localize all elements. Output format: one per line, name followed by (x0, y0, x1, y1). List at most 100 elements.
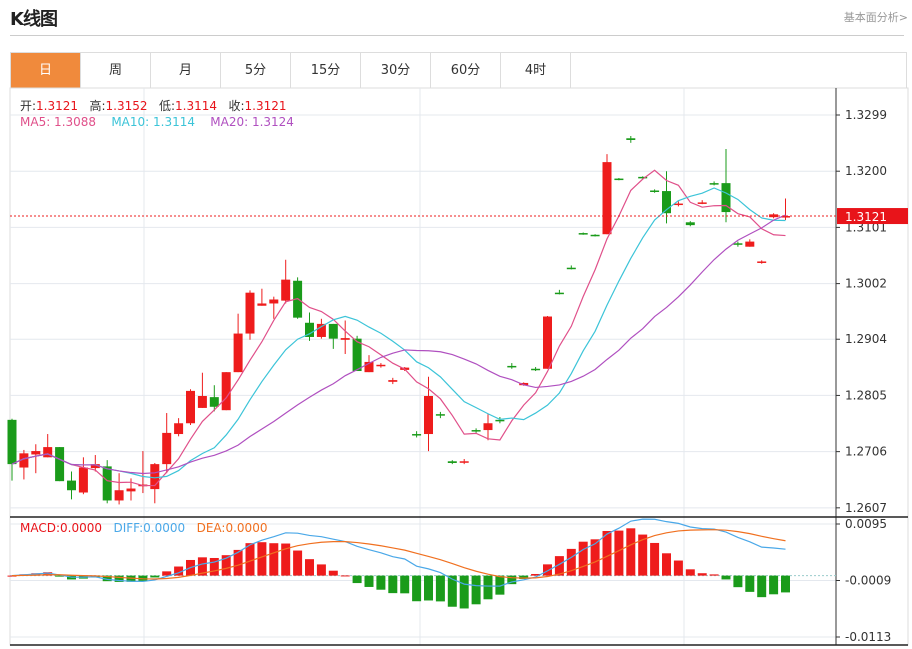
candle-up (745, 241, 755, 247)
high-value: 1.3152 (105, 99, 148, 113)
tab-4hour[interactable]: 4时 (501, 53, 571, 88)
candle-up (19, 453, 29, 468)
macd-bar (435, 575, 445, 602)
macd-bar (673, 560, 683, 576)
candle-down (566, 267, 576, 270)
candle-down (305, 322, 314, 337)
macd-bar (233, 549, 243, 576)
candle-down (328, 323, 338, 339)
macd-bar (281, 543, 291, 576)
macd-bar (590, 539, 600, 576)
macd-bar (578, 541, 588, 576)
macd-bar (102, 575, 112, 582)
macd-bar (412, 575, 422, 602)
price-tick-label: 1.3002 (845, 277, 887, 291)
price-tick-label: 1.2706 (845, 445, 887, 459)
candle-up (364, 361, 374, 373)
candle-down (55, 447, 65, 482)
macd-bar (447, 575, 457, 607)
macd-bar (221, 555, 231, 576)
candle-down (412, 434, 422, 436)
price-tick-label: 1.3200 (845, 164, 887, 178)
macd-bar (745, 575, 755, 592)
candle-up (245, 292, 255, 334)
tab-5min[interactable]: 5分 (221, 53, 291, 88)
macd-bar (174, 566, 184, 576)
close-label: 收: (228, 99, 245, 113)
candle-down (662, 191, 671, 214)
macd-legend: MACD:0.0000 DIFF:0.0000 DEA:0.0000 (20, 521, 267, 535)
candle-up (150, 464, 160, 490)
tab-30min[interactable]: 30分 (361, 53, 431, 88)
macd-tick-label: -0.0009 (845, 574, 891, 588)
candle-down (721, 183, 731, 213)
candle-up (483, 423, 493, 431)
candle-down (578, 233, 588, 235)
candle-up (90, 464, 100, 469)
diff-line (11, 518, 786, 587)
candle-down (626, 138, 636, 140)
macd-bar (388, 575, 398, 594)
high-label: 高: (89, 99, 106, 113)
candle-up (186, 390, 195, 424)
tab-day[interactable]: 日 (11, 53, 81, 88)
candle-down (102, 466, 112, 501)
candle-up (197, 396, 207, 408)
candle-down (495, 419, 505, 422)
candle-down (471, 430, 481, 432)
macd-bar (150, 575, 160, 578)
tab-week[interactable]: 周 (81, 53, 151, 88)
current-price-badge (837, 208, 908, 225)
price-tick-label: 1.2904 (845, 332, 887, 346)
tab-60min[interactable]: 60分 (431, 53, 501, 88)
macd-bar (483, 575, 493, 600)
macd-bar (769, 575, 779, 595)
macd-bar (650, 542, 660, 576)
price-tick-label: 1.2805 (845, 388, 887, 402)
candle-down (614, 178, 624, 181)
candle-up (697, 202, 707, 204)
macd-bar (566, 548, 576, 576)
open-value: 1.3121 (36, 99, 79, 113)
tab-month[interactable]: 月 (151, 53, 221, 88)
candle-up (31, 451, 41, 455)
fundamental-analysis-link[interactable]: 基本面分析> (843, 11, 908, 24)
macd-bar (376, 575, 386, 590)
macd-bar (424, 575, 433, 601)
macd-bar (114, 575, 124, 582)
tab-15min[interactable]: 15分 (291, 53, 361, 88)
divider (10, 35, 904, 36)
candle-down (590, 234, 600, 237)
candle-up (257, 303, 267, 306)
dea-value: DEA:0.0000 (196, 521, 268, 535)
macd-bar (400, 575, 410, 594)
candle-up (221, 372, 231, 411)
macd-tick-label: 0.0095 (845, 517, 887, 531)
candle-up (376, 364, 386, 367)
candle-down (352, 338, 362, 372)
macd-bar (626, 528, 636, 576)
macd-bar (364, 575, 374, 587)
candle-down (709, 183, 719, 185)
candle-up (781, 216, 790, 218)
macd-bar (733, 575, 743, 588)
ma10-value: MA10: 1.3114 (111, 115, 195, 129)
candle-down (554, 292, 564, 295)
ohlc-legend: 开:1.3121 高:1.3152 低:1.3114 收:1.3121 (20, 97, 287, 114)
candle-down (435, 414, 445, 416)
macd-bar (638, 534, 648, 576)
macd-bar (245, 543, 255, 576)
macd-bar (662, 553, 671, 576)
candle-up (174, 423, 184, 435)
diff-value: DIFF:0.0000 (113, 521, 186, 535)
macd-bar (55, 575, 65, 577)
macd-bar (340, 575, 350, 577)
macd-bar (197, 557, 207, 576)
ma5-value: MA5: 1.3088 (20, 115, 97, 129)
ma20-value: MA20: 1.3124 (210, 115, 294, 129)
candle-up (519, 382, 529, 386)
candle-down (733, 243, 743, 245)
macd-bar (709, 574, 719, 576)
candle-up (281, 279, 291, 301)
